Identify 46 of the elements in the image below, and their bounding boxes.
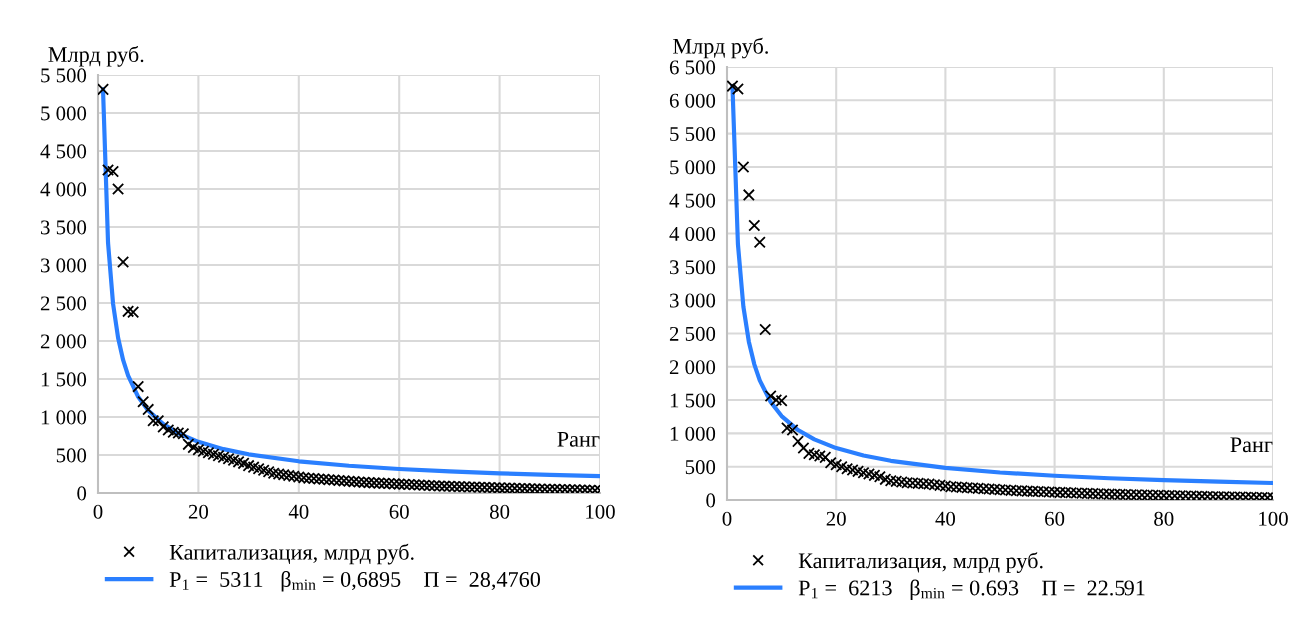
y-axis-title: Млрд руб.	[673, 37, 768, 59]
y-tick-label: 4 000	[669, 226, 716, 241]
legend-label: P$_{1}$ = 6213 β$_{min}$ = 0.693 Π = 22.591	[798, 579, 1145, 600]
y-tick-label: 4 500	[669, 193, 716, 208]
y-tick-label: 1 000	[670, 426, 716, 441]
x-tick-label: 20	[826, 511, 846, 526]
y-tick-label: 5 500	[41, 68, 87, 83]
y-tick-label: 2 500	[40, 296, 87, 311]
x-tick-label: 0	[722, 511, 732, 526]
y-tick-label: 3 500	[670, 260, 716, 275]
y-tick-label: 4 000	[40, 182, 87, 197]
x-tick-label: 40	[935, 511, 956, 526]
y-tick-label: 0	[706, 493, 716, 508]
x-tick-label: 0	[93, 504, 103, 519]
y-tick-label: 2 000	[40, 334, 87, 349]
x-tick-label: 100	[1259, 511, 1288, 526]
y-tick-label: 1 000	[41, 410, 87, 425]
legend-label: Капитализация, млрд руб.	[798, 552, 1043, 573]
y-tick-label: 3 000	[41, 258, 87, 273]
y-tick-label: 2 000	[669, 360, 716, 375]
x-tick-label: 80	[489, 504, 510, 519]
x-tick-label: 60	[389, 504, 409, 519]
y-tick-label: 6 500	[669, 60, 716, 75]
y-tick-label: 1 500	[670, 393, 716, 408]
y-tick-label: 3 500	[41, 220, 87, 235]
x-tick-label: 100	[586, 504, 615, 519]
y-tick-label: 4 500	[40, 144, 87, 159]
legend-label: P$_{1}$ = 5311 β$_{min}$ = 0,6895 Π = 28,4760	[169, 571, 541, 592]
x-tick-label: 80	[1154, 511, 1174, 526]
y-tick-label: 0	[77, 486, 87, 501]
legend-label: Капитализация, млрд руб.	[169, 543, 414, 565]
y-tick-label: 5 000	[41, 106, 87, 121]
y-tick-label: 1 500	[41, 372, 87, 387]
x-axis-title: Ранг	[557, 431, 600, 447]
y-tick-label: 500	[56, 448, 87, 463]
y-tick-label: 5 000	[670, 160, 716, 175]
x-tick-label: 60	[1045, 511, 1065, 526]
y-tick-label: 5 500	[670, 126, 716, 142]
x-tick-label: 20	[188, 504, 209, 519]
y-tick-label: 6 000	[669, 93, 716, 108]
x-tick-label: 40	[288, 504, 309, 519]
x-axis-title: Ранг	[1230, 437, 1273, 453]
y-tick-label: 3 000	[670, 293, 716, 308]
y-axis-title: Млрд руб.	[48, 45, 144, 67]
y-tick-label: 500	[685, 460, 716, 475]
y-tick-label: 2 500	[669, 326, 716, 341]
